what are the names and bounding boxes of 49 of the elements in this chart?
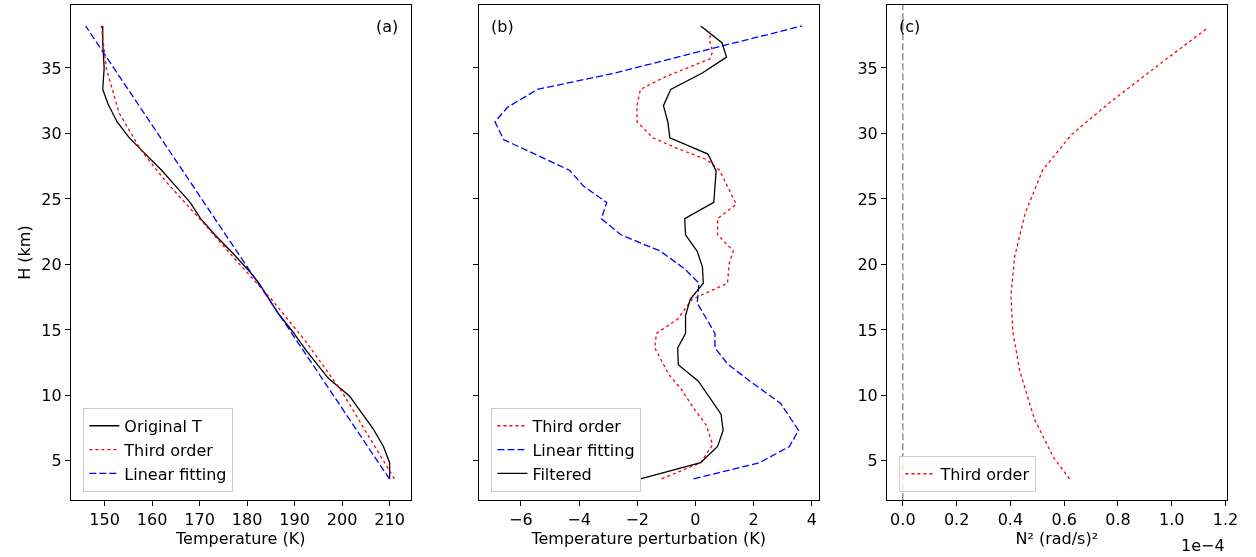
x-tick-label: 0.0 [890, 510, 916, 530]
x-tick-label: 4 [806, 510, 817, 530]
y-tick-label: 20 [41, 254, 62, 274]
x-tick-label: 1.2 [1212, 510, 1239, 530]
annotation: (a) [376, 17, 399, 36]
x-tick-label: 210 [374, 510, 405, 530]
legend-label: Filtered [532, 464, 592, 484]
x-axis-title: N² (rad/s)² [1015, 529, 1099, 549]
x-tick-label: 150 [89, 510, 120, 530]
x-tick-label: 170 [184, 510, 215, 530]
x-axis-title: Temperature (K) [175, 529, 306, 549]
x-tick-label: 0.8 [1105, 510, 1131, 530]
text: 1e−4 [1181, 536, 1225, 555]
annotation: (c) [899, 17, 921, 36]
x-tick-label: −4 [567, 510, 591, 530]
annotation: (b) [491, 17, 514, 36]
y-tick-label: 35 [41, 58, 62, 78]
legend-label: Third order [939, 464, 1030, 484]
y-tick-label: 30 [41, 123, 62, 143]
y-tick-label: 15 [857, 320, 878, 340]
x-tick-label: 190 [279, 510, 310, 530]
x-tick-label: 0 [690, 510, 701, 530]
x-tick-label: 180 [231, 510, 263, 530]
y-tick-label: 10 [857, 385, 878, 405]
x-tick-label: −2 [625, 510, 650, 530]
y-tick-label: 20 [857, 254, 878, 274]
y-tick-label: 5 [867, 451, 878, 471]
y-axis-title: H (km) [15, 225, 35, 280]
x-tick-label: 0.6 [1051, 510, 1077, 530]
x-tick-label: −6 [509, 510, 533, 530]
y-tick-label: 15 [41, 320, 62, 340]
legend-label: Linear fitting [124, 464, 227, 484]
y-tick-label: 5 [51, 451, 62, 471]
legend-label: Original T [124, 416, 203, 436]
y-tick-label: 35 [857, 58, 878, 78]
legend-label: Third order [531, 416, 622, 436]
y-tick-label: 10 [41, 385, 62, 405]
legend-label: Third order [123, 440, 214, 460]
y-tick-label: 30 [857, 123, 878, 143]
x-axis-title: Temperature perturbation (K) [530, 529, 767, 549]
x-tick-label: 200 [326, 510, 358, 530]
x-tick-label: 0.4 [997, 510, 1024, 530]
y-tick-label: 25 [857, 189, 878, 209]
legend-label: Linear fitting [532, 440, 635, 460]
x-tick-label: 1.0 [1159, 510, 1185, 530]
x-tick-label: 0.2 [943, 510, 970, 530]
y-tick-label: 25 [41, 189, 62, 209]
x-tick-label: 160 [136, 510, 168, 530]
x-tick-label: 2 [748, 510, 759, 530]
